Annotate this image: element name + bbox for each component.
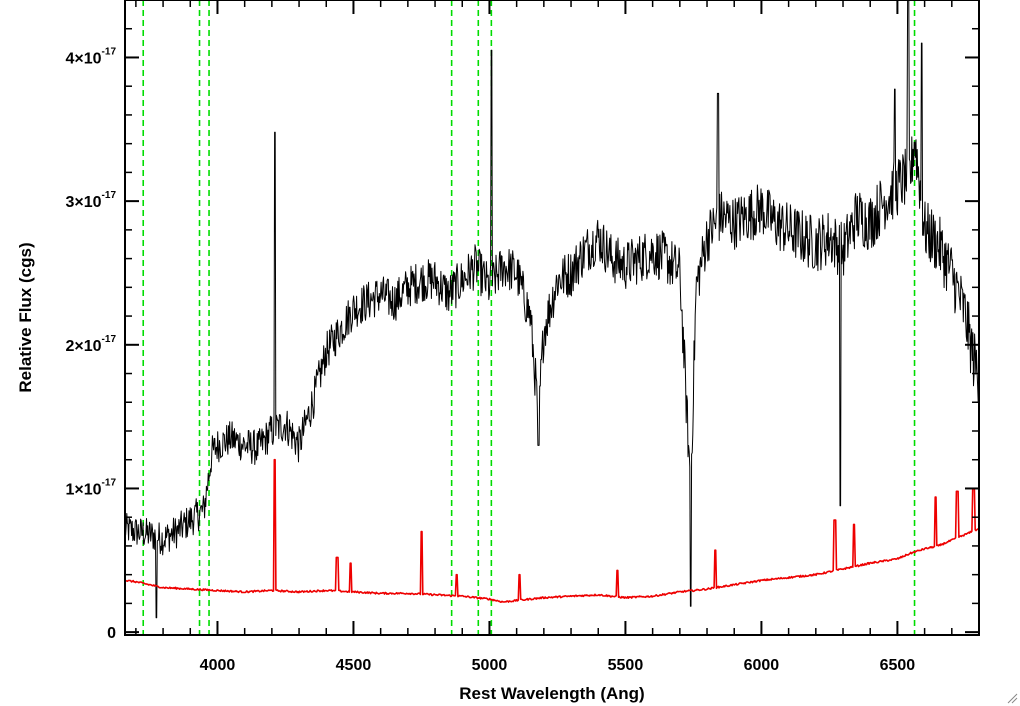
y-tick-label-3: 3×10-17 bbox=[66, 190, 117, 211]
y-tick-label-1: 1×10-17 bbox=[66, 477, 117, 498]
x-axis-title: Rest Wavelength (Ang) bbox=[459, 684, 644, 703]
resize-grip-icon[interactable] bbox=[1006, 692, 1018, 704]
plot-layer bbox=[124, 0, 980, 635]
observed-spectrum-line bbox=[124, 0, 980, 619]
y-tick-label-4: 4×10-17 bbox=[66, 46, 117, 67]
x-tick-label-4500: 4500 bbox=[336, 657, 372, 674]
axes-layer: 4000 4500 5000 5500 6000 6500 0 1×10-17 2×10-17 3… bbox=[66, 0, 980, 674]
y-axis-title: Relative Flux (cgs) bbox=[16, 242, 35, 392]
x-tick-label-6500: 6500 bbox=[880, 657, 916, 674]
x-tick-label-5000: 5000 bbox=[472, 657, 508, 674]
x-tick-label-4000: 4000 bbox=[200, 657, 236, 674]
model-spectrum-line bbox=[124, 458, 979, 604]
y-tick-label-0: 0 bbox=[107, 625, 116, 642]
x-tick-label-5500: 5500 bbox=[608, 657, 644, 674]
y-tick-label-2: 2×10-17 bbox=[66, 334, 117, 355]
x-tick-label-6000: 6000 bbox=[744, 657, 780, 674]
plot-frame bbox=[124, 0, 980, 636]
